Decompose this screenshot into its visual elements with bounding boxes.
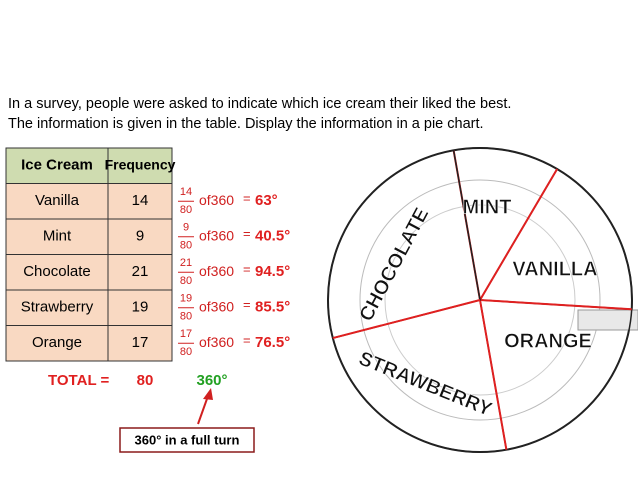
pie-slice [452, 147, 559, 303]
calc-result: 85.5° [255, 299, 290, 316]
calc-text: of360 [199, 334, 234, 350]
calc-text: of360 [199, 298, 234, 314]
calc-equals: = [243, 297, 251, 312]
intro-line: In a survey, people were asked to indica… [8, 96, 511, 112]
calc-equals: = [243, 333, 251, 348]
slice-edge [479, 299, 508, 450]
calc-text: of360 [199, 263, 234, 279]
intro-line: The information is given in the table. D… [8, 116, 484, 132]
cell [107, 218, 173, 255]
denominator: 80 [180, 311, 192, 323]
denominator: 80 [180, 204, 192, 216]
numerator: 21 [180, 257, 192, 269]
total-label: TOTAL = [48, 372, 110, 389]
pie-slice [479, 299, 633, 451]
arrow-head [203, 388, 213, 400]
calc-result: 94.5° [255, 263, 290, 280]
calc-text: of360 [199, 227, 234, 243]
cell-text: Chocolate [23, 263, 91, 280]
calc-equals: = [243, 191, 251, 206]
cell [5, 183, 109, 220]
cell-text: 14 [132, 192, 149, 209]
pie-slice [478, 168, 633, 311]
cell-text: Strawberry [21, 299, 94, 316]
header-cell [107, 147, 173, 184]
numerator: 19 [180, 293, 192, 305]
cell [107, 254, 173, 291]
pie-label: MINT [463, 196, 512, 218]
calc-equals: = [243, 262, 251, 277]
slice-edge [479, 168, 559, 301]
header-text: Ice Cream [21, 157, 93, 174]
numerator: 17 [180, 328, 192, 340]
total-frequency: 80 [137, 372, 154, 389]
pie-label: VANILLA [512, 258, 597, 280]
pie-slice [331, 299, 508, 453]
protractor-ring [384, 204, 576, 396]
cell-text: Orange [32, 334, 82, 351]
cell-text: Vanilla [35, 192, 80, 209]
total-degrees: 360° [196, 372, 227, 389]
cell [5, 289, 109, 326]
note-box [119, 427, 255, 453]
slice-edge [479, 299, 632, 311]
denominator: 80 [180, 346, 192, 358]
pie-label: ORANGE [504, 330, 592, 352]
arrow [197, 395, 209, 425]
header-text: Frequency [105, 156, 176, 172]
calc-text: of360 [199, 192, 234, 208]
cell-text: 17 [132, 334, 149, 351]
cell [107, 183, 173, 220]
denominator: 80 [180, 275, 192, 287]
numerator: 9 [183, 222, 189, 234]
pie-slice [327, 149, 481, 339]
header-cell [5, 147, 109, 184]
cell [5, 325, 109, 362]
cell [5, 218, 109, 255]
cell-text: Mint [43, 228, 72, 245]
note: 360° in a full turn [135, 432, 240, 447]
cell [107, 289, 173, 326]
calc-result: 63° [255, 192, 278, 209]
cell-text: 19 [132, 299, 149, 316]
cell-text: 9 [136, 228, 144, 245]
denominator: 80 [180, 240, 192, 252]
calc-result: 40.5° [255, 228, 290, 245]
cell-text: 21 [132, 263, 149, 280]
numerator: 14 [180, 186, 192, 198]
cell [107, 325, 173, 362]
slice-edge [332, 299, 481, 340]
calc-equals: = [243, 226, 251, 241]
calc-result: 76.5° [255, 334, 290, 351]
protractor-ring [359, 179, 601, 421]
ruler [577, 309, 638, 331]
